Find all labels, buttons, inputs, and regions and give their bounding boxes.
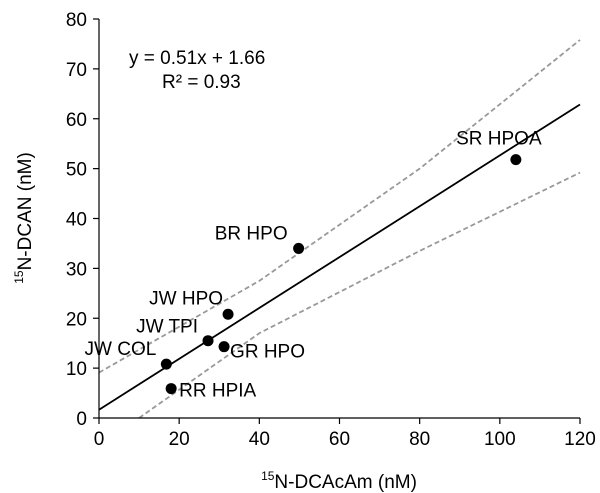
y-tick-label: 10 xyxy=(66,359,87,380)
point-label: RR HPIA xyxy=(179,381,256,402)
equation-annotation: y = 0.51x + 1.66 xyxy=(129,48,265,69)
x-tick-label: 0 xyxy=(94,429,105,450)
data-point xyxy=(293,242,305,254)
data-point xyxy=(160,358,172,370)
x-tick-label: 100 xyxy=(484,429,516,450)
point-label: GR HPO xyxy=(230,342,305,363)
confidence-lower-line xyxy=(138,171,581,419)
y-tick-label: 50 xyxy=(66,160,87,181)
axes xyxy=(98,19,580,419)
point-label: BR HPO xyxy=(215,223,288,244)
x-tick-label: 120 xyxy=(564,429,596,450)
confidence-upper-line xyxy=(98,39,581,374)
x-tick-label: 80 xyxy=(409,429,430,450)
y-tick-group: 0 10 20 30 40 50 60 70 80 xyxy=(66,10,99,430)
x-tick-group: 0 20 40 60 80 100 120 xyxy=(94,418,596,450)
y-tick-label: 80 xyxy=(66,10,87,31)
x-axis-label: 15N-DCAcAm (nM) xyxy=(261,469,417,493)
y-tick-label: 60 xyxy=(66,110,87,131)
x-tick-label: 40 xyxy=(249,429,270,450)
regression-line xyxy=(98,103,581,411)
y-tick-label: 0 xyxy=(76,409,87,430)
x-tick-label: 60 xyxy=(329,429,350,450)
y-tick-label: 20 xyxy=(66,309,87,330)
y-tick-label: 40 xyxy=(66,210,87,231)
data-point xyxy=(165,383,177,395)
point-labels: SR HPOA BR HPO JW HPO JW TPI GR HPO JW COL RR … xyxy=(85,129,542,402)
point-label: JW HPO xyxy=(149,288,223,309)
data-point xyxy=(222,308,234,320)
y-tick-label: 30 xyxy=(66,259,87,280)
data-points xyxy=(160,154,522,395)
data-point xyxy=(510,154,522,166)
y-axis-label: 15N-DCAN (nM) xyxy=(12,152,36,284)
point-label: JW COL xyxy=(85,339,157,360)
confidence-band xyxy=(98,39,581,419)
point-label: JW TPI xyxy=(136,317,198,338)
data-point xyxy=(202,335,214,347)
point-label: SR HPOA xyxy=(456,129,542,150)
x-tick-label: 20 xyxy=(169,429,190,450)
data-point xyxy=(218,341,230,353)
fit-line xyxy=(98,103,581,411)
r-squared-annotation: R² = 0.93 xyxy=(162,72,241,93)
y-tick-label: 70 xyxy=(66,60,87,81)
